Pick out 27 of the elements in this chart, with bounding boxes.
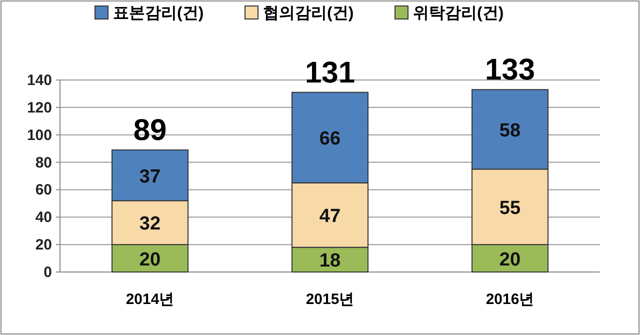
total-label: 131 xyxy=(304,56,356,90)
data-label: 47 xyxy=(319,206,341,228)
y-tick-label: 0 xyxy=(44,264,52,281)
x-tick-label: 2015년 xyxy=(306,291,354,308)
data-label: 32 xyxy=(139,214,161,235)
data-label: 55 xyxy=(499,198,521,219)
data-label: 37 xyxy=(139,166,161,188)
y-tick-label: 100 xyxy=(26,126,52,144)
data-label: 66 xyxy=(319,128,341,150)
data-label: 20 xyxy=(499,249,521,270)
y-tick-label: 80 xyxy=(35,154,52,172)
x-tick-label: 2014년 xyxy=(126,291,174,308)
total-label: 89 xyxy=(133,114,167,147)
y-tick-label: 140 xyxy=(26,72,52,89)
data-label: 18 xyxy=(319,250,341,272)
legend-label: 위탁감리(건) xyxy=(413,5,504,22)
y-tick-label: 20 xyxy=(35,236,52,254)
y-tick-label: 120 xyxy=(26,99,52,116)
위탁감리(건): 20 18 20 xyxy=(112,244,548,272)
total-label: 133 xyxy=(484,54,536,87)
legend-label: 협의감리(건) xyxy=(263,5,354,22)
y-tick-label: 60 xyxy=(35,182,52,199)
x-tick-label: 2016년 xyxy=(486,291,534,308)
data-label: 20 xyxy=(139,249,161,270)
legend-label: 표본감리(건) xyxy=(113,5,204,22)
data-label: 58 xyxy=(499,120,521,142)
y-tick-label: 40 xyxy=(35,209,52,226)
